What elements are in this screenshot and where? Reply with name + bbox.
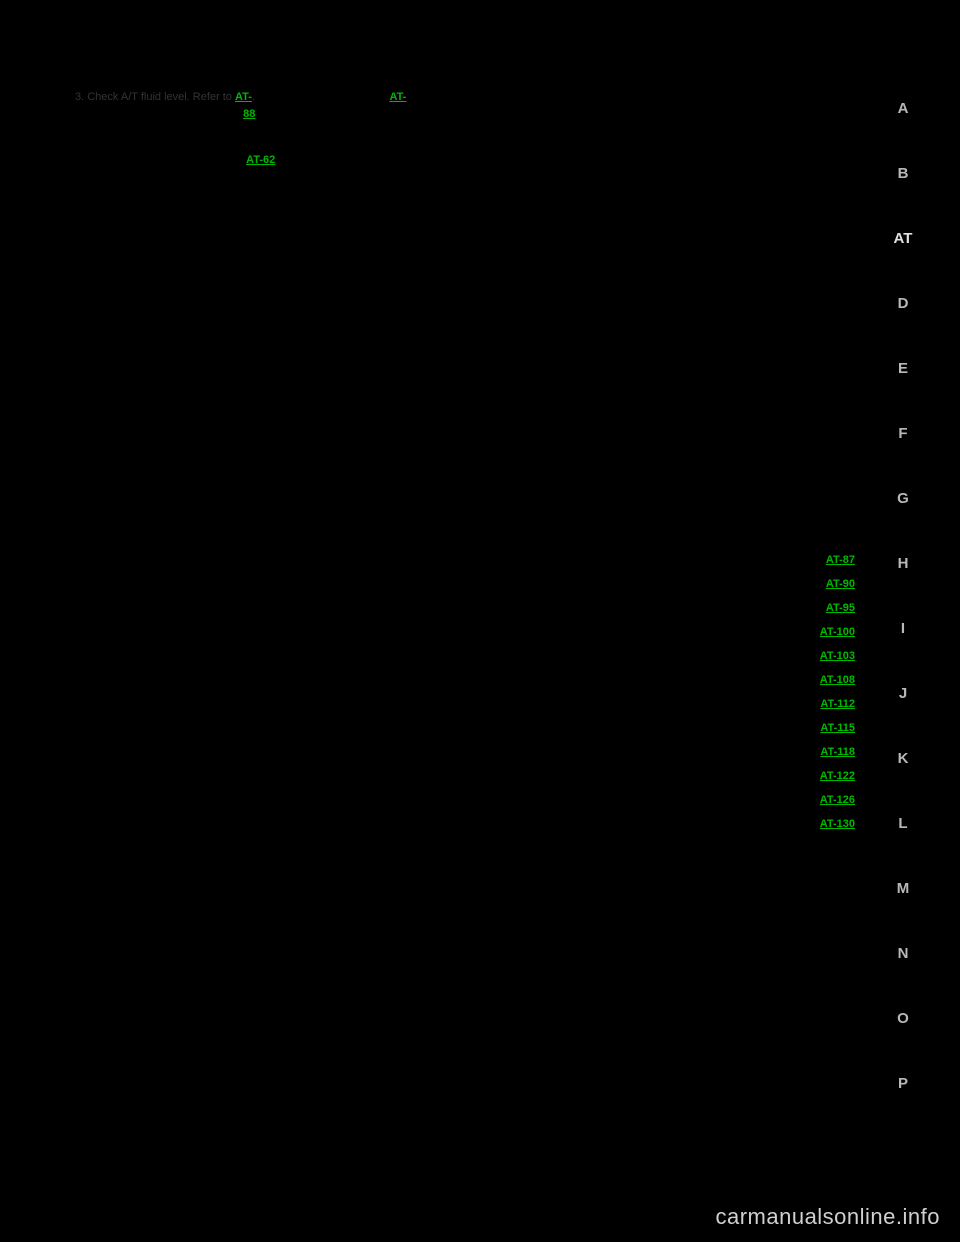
dtc-left: P0740 TCC SOLENOID/CIRC (75, 698, 245, 710)
intro-text: 3. Check A/T fluid level. Refer to AT-. … (75, 90, 855, 168)
side-tab-n[interactable]: N (891, 945, 915, 962)
dtc-page-link[interactable]: AT-126 (820, 794, 855, 806)
side-tab-f[interactable]: F (891, 425, 915, 442)
dtc-page-link[interactable]: AT-118 (820, 746, 855, 758)
side-tabs: A B AT D E F G H I J K L M N O P (891, 100, 915, 1092)
dtc-row-4: P0720 VEH SPD SEN/CIR AT AT-103 (75, 644, 855, 668)
dtc-left: P0744 A/T TCC S/V FNCTN (75, 722, 236, 734)
link-at[interactable]: AT- (235, 91, 252, 103)
side-tab-e[interactable]: E (891, 360, 915, 377)
dtc-row-11: P0778 PRS CNT SOL/B CIRC AT-130 (75, 812, 855, 836)
side-tab-at[interactable]: AT (891, 230, 915, 247)
dtc-left: P0720 VEH SPD SEN/CIR AT (75, 650, 245, 662)
side-tab-l[interactable]: L (891, 815, 915, 832)
dtc-left: P0746 PRS CNT SOL/A FCTN (75, 770, 248, 782)
watermark: carmanualsonline.info (715, 1204, 940, 1230)
side-tab-p[interactable]: P (891, 1075, 915, 1092)
dtc-row-7: P0744 A/T TCC S/V FNCTN AT-115 (75, 716, 855, 740)
dtc-left: P0725 ENGINE SPEED SIG (75, 674, 238, 686)
side-tab-a[interactable]: A (891, 100, 915, 117)
dtc-page-link[interactable]: AT-103 (820, 650, 855, 662)
intro-line-88: 88 (75, 107, 855, 122)
link-88[interactable]: 88 (243, 108, 255, 120)
text: . (252, 91, 255, 103)
dtc-left: P0705 PNP SW/CIRC (75, 578, 206, 590)
dtc-row-2: P0710 ATF TEMP SEN/CIRC AT-95 (75, 596, 855, 620)
intro-line-0: 3. Check A/T fluid level. Refer to AT-. … (75, 90, 855, 105)
dtc-page-link[interactable]: AT-115 (820, 722, 855, 734)
side-tab-g[interactable]: G (891, 490, 915, 507)
dtc-table: P0615 STARTER RELAY AT-87 P0705 PNP SW/C… (75, 548, 855, 836)
dtc-row-9: P0746 PRS CNT SOL/A FCTN AT-122 (75, 764, 855, 788)
dtc-page-link[interactable]: AT-90 (826, 578, 855, 590)
dtc-row-3: P0717 TURBINE SENSOR AT-100 (75, 620, 855, 644)
page-container: A B AT D E F G H I J K L M N O P 3. Chec… (45, 45, 915, 1197)
intro-line-1: 4. Using CONSULT-III, perform a cruise t… (75, 153, 855, 168)
link-at62[interactable]: AT-62 (246, 154, 275, 166)
side-tab-k[interactable]: K (891, 750, 915, 767)
dtc-page-link[interactable]: AT-108 (820, 674, 855, 686)
side-tab-b[interactable]: B (891, 165, 915, 182)
dtc-left: P0717 TURBINE SENSOR (75, 626, 231, 638)
side-tab-m[interactable]: M (891, 880, 915, 897)
side-tab-i[interactable]: I (891, 620, 915, 637)
dtc-page-link[interactable]: AT-122 (820, 770, 855, 782)
dtc-page-link[interactable]: AT-130 (820, 818, 855, 830)
side-tab-d[interactable]: D (891, 295, 915, 312)
content-area: 3. Check A/T fluid level. Refer to AT-. … (75, 55, 855, 836)
side-tab-j[interactable]: J (891, 685, 915, 702)
dtc-row-1: P0705 PNP SW/CIRC AT-90 (75, 572, 855, 596)
dtc-row-8: P0745 L/PRESS SOL/CIRC AT-118 (75, 740, 855, 764)
dtc-page-link[interactable]: AT-87 (826, 554, 855, 566)
dtc-row-5: P0725 ENGINE SPEED SIG AT-108 (75, 668, 855, 692)
dtc-page-link[interactable]: AT-95 (826, 602, 855, 614)
dtc-left: P0776 PRS CNT SOL/B FCTN (75, 794, 249, 806)
dtc-row-0: P0615 STARTER RELAY AT-87 (75, 548, 855, 572)
dtc-left: P0745 L/PRESS SOL/CIRC (75, 746, 235, 758)
side-tab-h[interactable]: H (891, 555, 915, 572)
dtc-page-link[interactable]: AT-112 (820, 698, 855, 710)
dtc-left: P0615 STARTER RELAY (75, 554, 222, 566)
dtc-left: P0778 PRS CNT SOL/B CIRC (75, 818, 247, 830)
text: 3. Check A/T fluid level. Refer to (75, 91, 235, 103)
dtc-left: P0710 ATF TEMP SEN/CIRC (75, 602, 241, 614)
dtc-row-6: P0740 TCC SOLENOID/CIRC AT-112 (75, 692, 855, 716)
dtc-page-link[interactable]: AT-100 (820, 626, 855, 638)
link-at-2[interactable]: AT- (389, 91, 406, 103)
side-tab-o[interactable]: O (891, 1010, 915, 1027)
dtc-row-10: P0776 PRS CNT SOL/B FCTN AT-126 (75, 788, 855, 812)
